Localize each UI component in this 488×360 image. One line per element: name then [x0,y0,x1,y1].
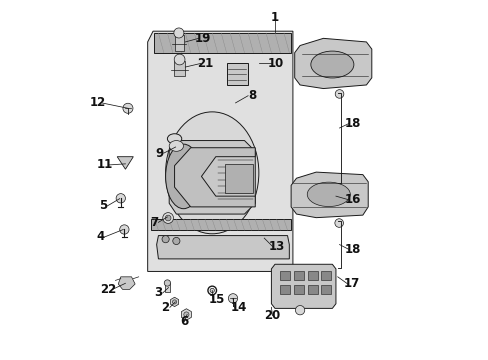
Text: 12: 12 [89,96,105,109]
Circle shape [174,54,184,65]
Circle shape [172,300,176,304]
Polygon shape [147,31,292,271]
Text: 17: 17 [343,278,360,291]
Ellipse shape [306,182,349,207]
Text: 16: 16 [344,193,360,206]
Text: 2: 2 [161,301,169,314]
Bar [307,285,317,294]
Circle shape [162,235,169,243]
Polygon shape [151,220,290,230]
Bar [321,271,330,280]
Circle shape [120,225,129,234]
Polygon shape [169,140,255,214]
Bar [164,283,170,292]
Text: 22: 22 [100,283,116,296]
Text: 21: 21 [197,57,213,70]
Text: 9: 9 [155,147,163,159]
Circle shape [116,194,125,203]
Circle shape [228,294,237,303]
Text: 19: 19 [194,32,211,45]
Text: 13: 13 [268,240,285,253]
Text: 15: 15 [209,293,225,306]
Polygon shape [154,33,290,53]
Bar [280,271,290,280]
Circle shape [210,288,214,293]
Text: 1: 1 [270,12,279,24]
Text: 11: 11 [96,158,113,171]
Bar [280,285,290,294]
Circle shape [122,103,133,113]
Circle shape [163,213,173,224]
Bar [293,285,304,294]
Bar [321,285,330,294]
Circle shape [164,280,170,286]
Bar [307,271,317,280]
Polygon shape [181,309,191,320]
Ellipse shape [165,112,258,234]
Ellipse shape [167,134,182,144]
Polygon shape [271,264,335,309]
Ellipse shape [310,51,353,78]
Polygon shape [224,164,253,193]
Polygon shape [174,35,183,51]
Polygon shape [174,61,185,76]
Circle shape [295,306,304,315]
Circle shape [335,90,343,98]
Bar [293,271,304,280]
Circle shape [174,28,183,38]
Polygon shape [118,277,135,289]
Polygon shape [170,297,178,307]
Ellipse shape [165,144,201,209]
Text: 8: 8 [248,89,256,102]
Text: 7: 7 [150,216,158,229]
Circle shape [334,219,343,227]
Circle shape [183,312,188,317]
Polygon shape [290,172,367,218]
Text: 14: 14 [230,301,246,314]
Ellipse shape [169,140,183,151]
Text: 6: 6 [180,315,188,328]
Text: 18: 18 [344,243,360,256]
Circle shape [172,237,180,244]
Polygon shape [226,63,247,85]
Polygon shape [156,235,289,259]
Polygon shape [294,39,371,89]
Text: 20: 20 [264,309,280,322]
Text: 3: 3 [154,287,162,300]
Text: 18: 18 [344,117,360,130]
Text: 4: 4 [97,230,105,243]
Text: 10: 10 [267,57,283,70]
Polygon shape [117,157,133,169]
Circle shape [165,215,171,221]
Polygon shape [174,148,255,207]
Text: 5: 5 [99,199,107,212]
